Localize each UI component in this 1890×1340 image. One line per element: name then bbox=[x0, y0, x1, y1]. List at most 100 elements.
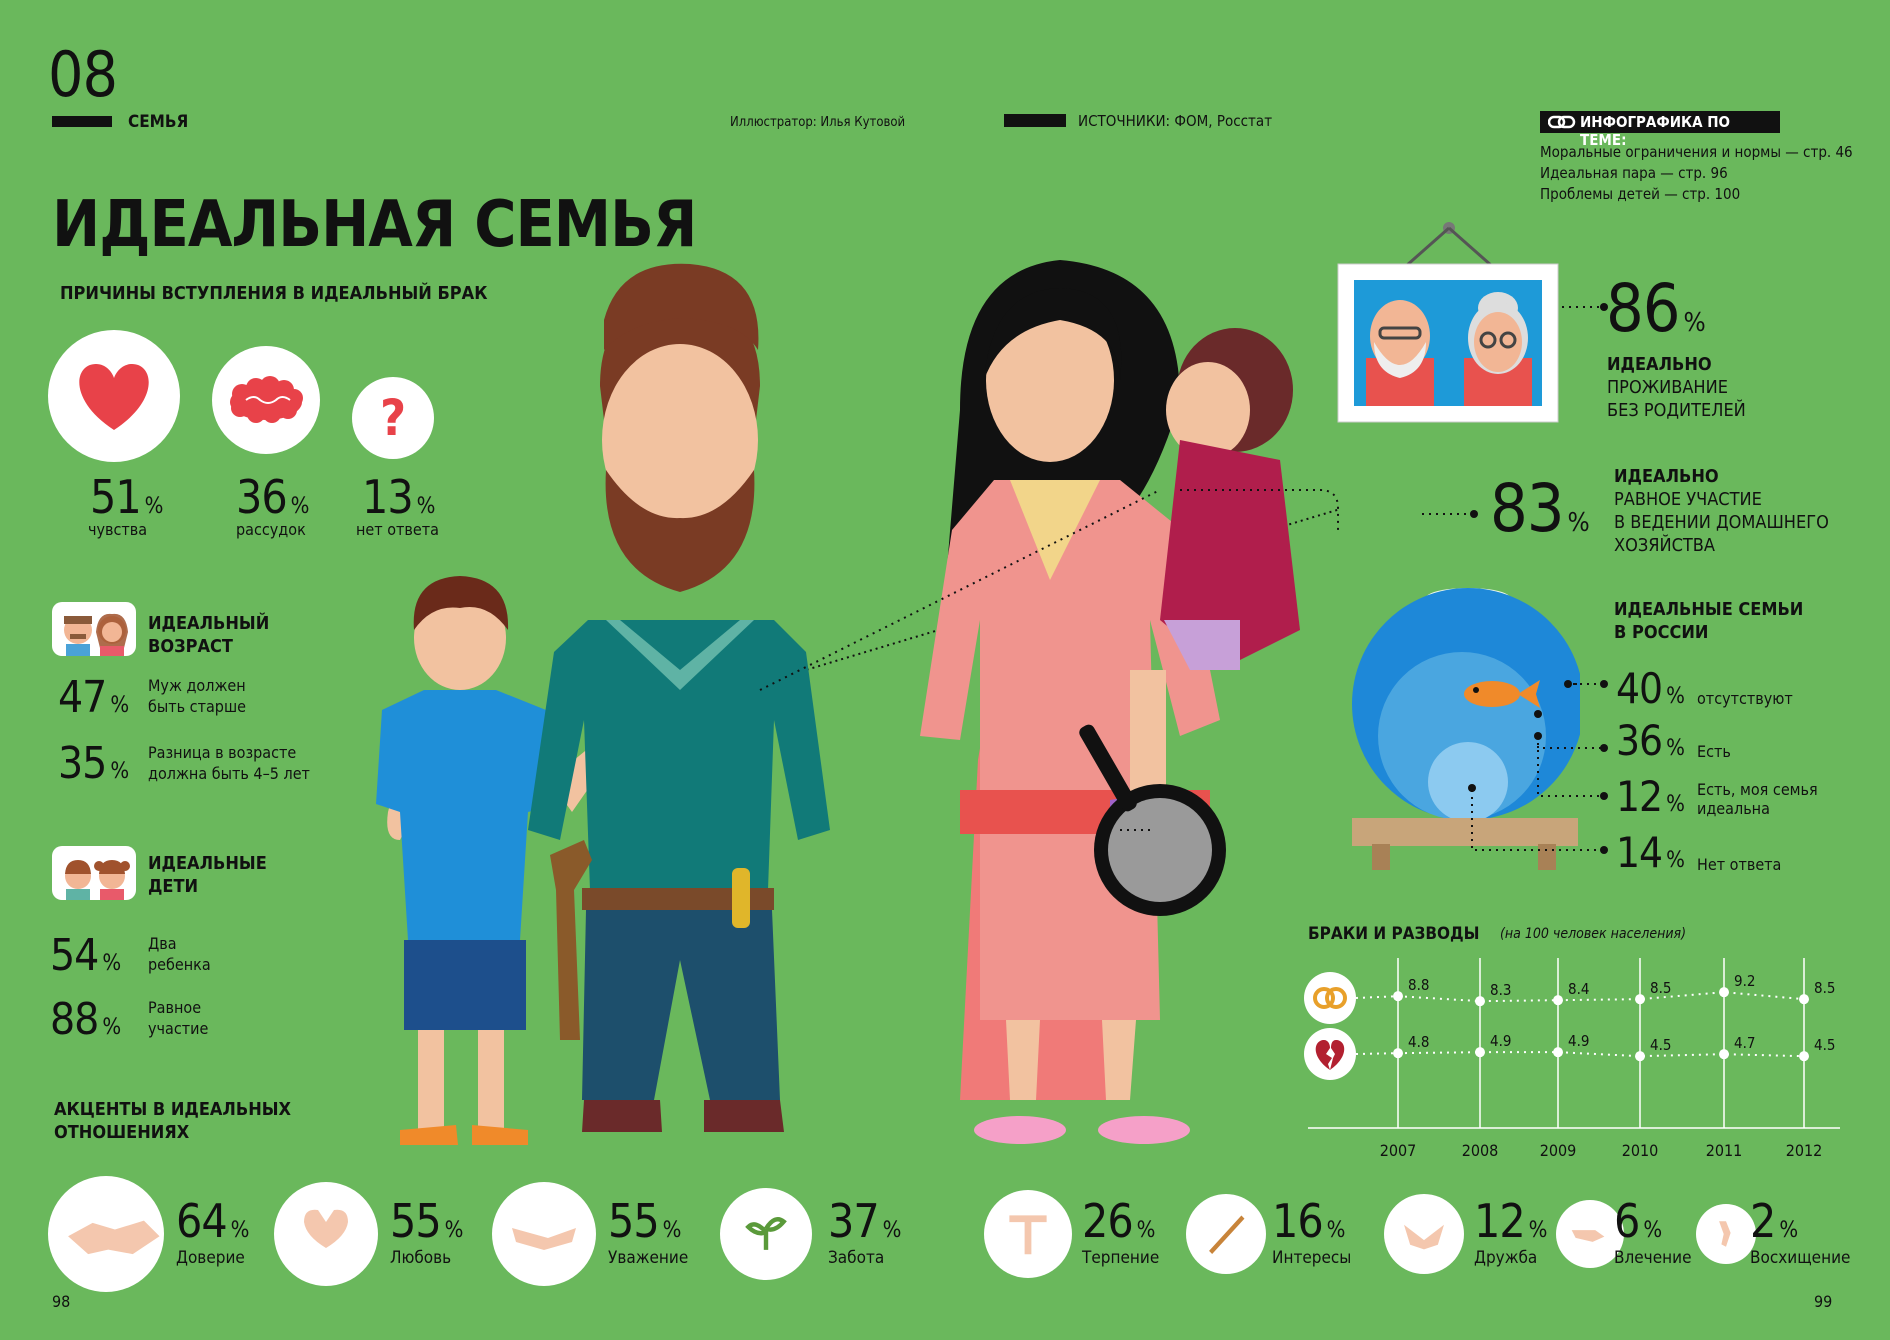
data-label: 4.9 bbox=[1568, 1032, 1589, 1050]
handshake-icon bbox=[68, 1220, 160, 1255]
accent-value: 2% bbox=[1750, 1194, 1798, 1248]
broken-heart-icon bbox=[1304, 1028, 1356, 1080]
parents-value: 86% bbox=[1606, 270, 1706, 347]
x-tick-label: 2007 bbox=[1380, 1141, 1417, 1160]
x-tick-label: 2010 bbox=[1622, 1141, 1659, 1160]
related-list: Моральные ограничения и нормы — стр. 46 … bbox=[1540, 142, 1853, 205]
accent-circle bbox=[1556, 1200, 1624, 1268]
marriages-divorces-chart: 2007 2008 2009 2010 2011 2012 8.8 8.3 8.4 8.5 9.2 8… bbox=[1304, 958, 1840, 1160]
data-label: 8.4 bbox=[1568, 980, 1589, 998]
related-infographics-box: ИНФОГРАФИКА ПО ТЕМЕ: bbox=[1540, 111, 1780, 149]
heart-hands-icon bbox=[304, 1209, 348, 1248]
children-heading: ИДЕАЛЬНЫЕ ДЕТИ bbox=[148, 853, 267, 897]
reason-label: нет ответа bbox=[356, 520, 439, 539]
russia-value: 36% bbox=[1616, 716, 1685, 765]
data-label: 4.8 bbox=[1408, 1033, 1429, 1051]
russia-value: 40% bbox=[1616, 664, 1685, 713]
related-item[interactable]: Моральные ограничения и нормы — стр. 46 bbox=[1540, 143, 1853, 161]
accent-circle bbox=[1384, 1194, 1464, 1274]
reason-circle-feelings bbox=[48, 330, 180, 462]
household-value: 83% bbox=[1490, 470, 1590, 547]
page-title: ИДЕАЛЬНАЯ СЕМЬЯ bbox=[52, 188, 697, 262]
children-value: 88% bbox=[50, 994, 121, 1045]
accent-value: 37% bbox=[828, 1194, 901, 1248]
friendship-hands-icon bbox=[1404, 1224, 1444, 1250]
parents-connector bbox=[1562, 303, 1608, 311]
section-underline bbox=[52, 116, 112, 127]
mother-figure bbox=[920, 260, 1300, 1144]
children-label: Два ребенка bbox=[148, 934, 211, 974]
accent-circle bbox=[1696, 1204, 1756, 1264]
age-value: 47% bbox=[58, 672, 129, 723]
data-label: 4.7 bbox=[1734, 1034, 1755, 1052]
data-label: 4.9 bbox=[1490, 1032, 1511, 1050]
heart-icon bbox=[79, 364, 149, 430]
question-icon: ? bbox=[380, 389, 406, 447]
reason-label: рассудок bbox=[236, 520, 306, 539]
reason-circle-reason bbox=[212, 346, 320, 454]
family-illustration bbox=[376, 260, 1340, 1145]
open-hands-icon bbox=[512, 1228, 576, 1250]
reaching-hand-icon bbox=[1571, 1230, 1605, 1242]
section-name: СЕМЬЯ bbox=[128, 112, 189, 132]
data-label: 8.3 bbox=[1490, 981, 1511, 999]
data-point bbox=[1799, 1051, 1809, 1062]
couple-faces-icon bbox=[52, 602, 136, 656]
accent-circle bbox=[492, 1182, 596, 1286]
accent-value: 55% bbox=[608, 1194, 681, 1248]
russia-heading: ИДЕАЛЬНЫЕ СЕМЬИ В РОССИИ bbox=[1614, 599, 1804, 643]
page-number-left: 98 bbox=[52, 1292, 71, 1311]
data-label: 8.8 bbox=[1408, 976, 1429, 994]
goldfish-icon bbox=[1464, 680, 1540, 708]
accent-value: 16% bbox=[1272, 1194, 1345, 1248]
accent-label: Любовь bbox=[390, 1248, 452, 1268]
data-point bbox=[1635, 1051, 1645, 1062]
household-connector bbox=[1422, 510, 1478, 518]
accent-label: Влечение bbox=[1614, 1248, 1692, 1268]
data-point bbox=[1799, 994, 1809, 1005]
x-tick-label: 2011 bbox=[1706, 1141, 1743, 1160]
reason-value: 36% bbox=[236, 470, 309, 524]
age-value: 35% bbox=[58, 738, 129, 789]
data-point bbox=[1475, 1047, 1485, 1058]
sources-text: ИСТОЧНИКИ: ФОМ, Росстат bbox=[1078, 112, 1273, 130]
series-line bbox=[1397, 1051, 1805, 1058]
children-value: 54% bbox=[50, 930, 121, 981]
accent-label: Забота bbox=[828, 1248, 885, 1268]
series-connector bbox=[1355, 995, 1399, 999]
reason-circle-no-answer: ? bbox=[352, 377, 434, 459]
series-connector bbox=[1355, 1052, 1399, 1055]
data-label: 4.5 bbox=[1814, 1036, 1835, 1054]
parents-heading: ИДЕАЛЬНО bbox=[1607, 354, 1712, 375]
related-item[interactable]: Идеальная пара — стр. 96 bbox=[1540, 164, 1728, 182]
reason-label: чувства bbox=[88, 520, 148, 539]
admiration-hand-icon bbox=[1719, 1221, 1731, 1247]
data-point bbox=[1553, 1047, 1563, 1058]
section-number: 08 bbox=[48, 38, 118, 111]
related-title: ИНФОГРАФИКА ПО ТЕМЕ: bbox=[1580, 113, 1730, 149]
x-tick-label: 2008 bbox=[1462, 1141, 1499, 1160]
data-point bbox=[1393, 991, 1403, 1002]
accent-value: 55% bbox=[390, 1194, 463, 1248]
fishbowl-illustration bbox=[1352, 588, 1580, 870]
related-item[interactable]: Проблемы детей — стр. 100 bbox=[1540, 185, 1741, 203]
data-label: 4.5 bbox=[1650, 1036, 1671, 1054]
father-figure bbox=[528, 263, 830, 1132]
rings-icon bbox=[1304, 972, 1356, 1024]
accent-circle bbox=[48, 1176, 164, 1292]
accent-label: Уважение bbox=[608, 1248, 689, 1268]
accent-circle bbox=[984, 1190, 1072, 1278]
sources-bar bbox=[1004, 114, 1066, 127]
chart-subtitle: (на 100 человек населения) bbox=[1500, 926, 1686, 942]
illustrator-credit: Иллюстратор: Илья Кутовой bbox=[730, 115, 906, 130]
paintbrush-icon bbox=[1209, 1215, 1245, 1254]
data-label: 8.5 bbox=[1650, 979, 1671, 997]
svg-text:?: ? bbox=[380, 389, 406, 447]
age-heading: ИДЕАЛЬНЫЙ ВОЗРАСТ bbox=[148, 613, 270, 657]
children-label: Равное участие bbox=[148, 998, 209, 1038]
accent-value: 12% bbox=[1474, 1194, 1547, 1248]
accent-label: Дружба bbox=[1474, 1248, 1538, 1268]
x-tick-label: 2012 bbox=[1786, 1141, 1823, 1160]
russia-connectors bbox=[1471, 680, 1608, 854]
page-number-right: 99 bbox=[1814, 1292, 1833, 1311]
